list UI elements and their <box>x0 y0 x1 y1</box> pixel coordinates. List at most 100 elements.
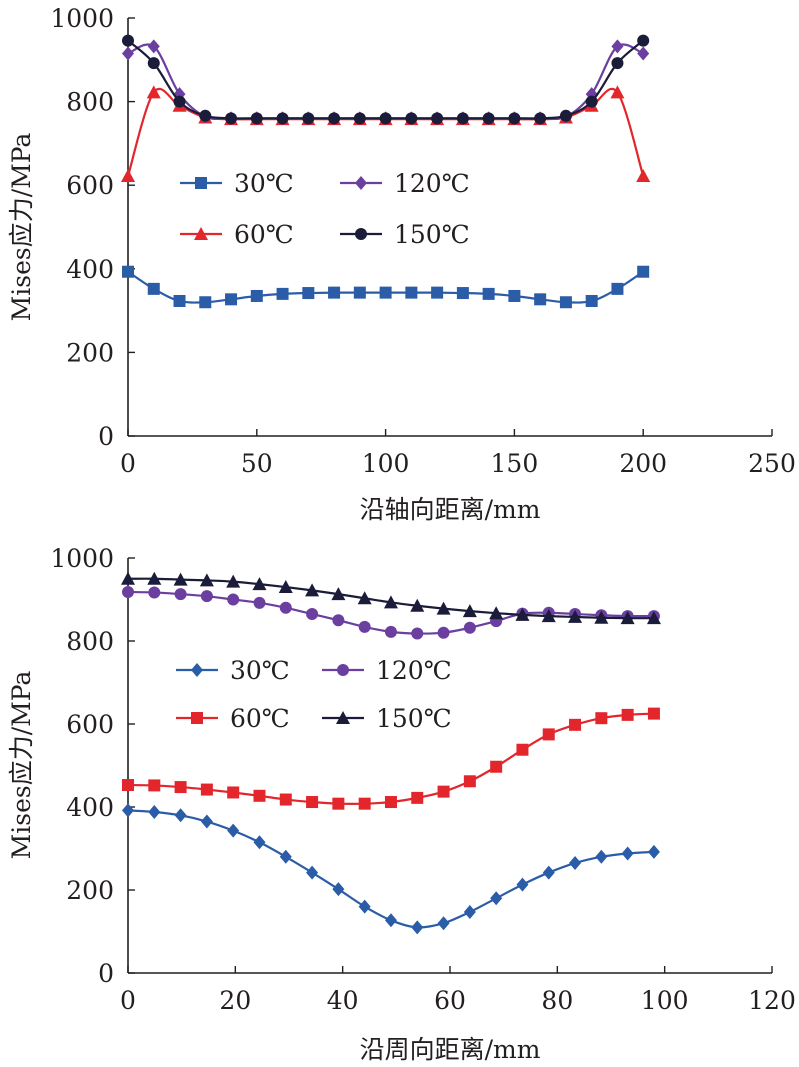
data-point <box>411 627 424 640</box>
y-tick-label: 400 <box>66 255 114 284</box>
data-point <box>302 112 315 125</box>
data-point <box>278 580 293 594</box>
data-point <box>621 708 634 721</box>
data-point <box>405 112 418 125</box>
data-point <box>227 786 240 799</box>
data-point <box>534 112 547 125</box>
data-point <box>410 598 425 612</box>
data-point <box>200 783 213 796</box>
data-point <box>199 573 214 587</box>
x-tick-label: 50 <box>241 449 273 478</box>
legend-label: 30℃ <box>234 169 294 198</box>
legend-marker <box>337 664 349 676</box>
series-1 <box>122 265 650 309</box>
y-tick-label: 1000 <box>50 544 114 573</box>
legend-marker <box>195 177 207 189</box>
data-point <box>332 797 345 810</box>
legend-label: 120℃ <box>376 656 452 685</box>
data-point <box>515 607 530 621</box>
data-point <box>379 286 392 299</box>
legend-item: 150℃ <box>340 220 470 249</box>
series-line <box>126 87 645 177</box>
data-point <box>636 169 651 183</box>
y-tick-label: 600 <box>66 710 114 739</box>
series-2 <box>121 85 651 183</box>
legend-label: 150℃ <box>394 220 470 249</box>
data-point <box>200 814 213 829</box>
data-point <box>437 626 450 639</box>
legend-label: 30℃ <box>230 656 290 685</box>
data-point <box>146 85 161 99</box>
data-point <box>405 286 418 299</box>
data-point <box>328 286 341 299</box>
data-point <box>508 289 521 302</box>
data-point <box>542 728 555 741</box>
data-point <box>276 287 289 300</box>
data-point <box>542 865 555 880</box>
x-tick-label: 100 <box>362 449 410 478</box>
data-point <box>174 588 187 601</box>
data-point <box>463 775 476 788</box>
data-point <box>331 587 346 601</box>
data-point <box>279 849 292 864</box>
data-point <box>482 112 495 125</box>
data-point <box>200 590 213 603</box>
data-point <box>569 718 582 731</box>
legend-item: 60℃ <box>180 220 294 249</box>
x-tick-label: 20 <box>219 986 251 1015</box>
legend-marker <box>355 176 367 190</box>
data-point <box>621 846 634 861</box>
data-point <box>516 743 529 756</box>
y-axis-label: Mises应力/MPa <box>7 133 36 322</box>
data-point <box>595 849 608 864</box>
data-point <box>250 289 263 302</box>
data-point <box>173 572 188 586</box>
x-tick-label: 0 <box>120 449 136 478</box>
data-point <box>482 287 495 300</box>
data-point <box>252 577 267 591</box>
y-tick-label: 400 <box>66 793 114 822</box>
data-point <box>306 796 319 809</box>
series-1 <box>122 803 660 935</box>
chart-2: 0 200 400 600 800 1000 0 20 40 60 80 100 120 沿周向距离/mm… <box>7 544 796 1064</box>
legend-item: 120℃ <box>322 656 452 685</box>
data-point <box>647 844 660 859</box>
data-point <box>490 760 503 773</box>
data-point <box>147 57 160 70</box>
data-point <box>431 112 444 125</box>
data-point <box>463 904 476 919</box>
data-point <box>456 287 469 300</box>
data-point <box>462 604 477 618</box>
data-point <box>173 95 186 108</box>
data-point <box>148 586 161 599</box>
data-point <box>431 286 444 299</box>
x-tick-label: 60 <box>434 986 466 1015</box>
data-point <box>594 610 609 624</box>
data-point <box>199 296 212 309</box>
legend-marker <box>355 228 367 240</box>
data-point <box>122 586 134 599</box>
x-tick-label: 40 <box>327 986 359 1015</box>
data-point <box>226 574 241 588</box>
data-point <box>306 865 319 880</box>
series-4 <box>122 34 650 125</box>
data-point <box>279 601 292 614</box>
data-point <box>122 265 134 278</box>
data-point <box>611 57 624 70</box>
data-point <box>559 109 572 122</box>
data-point <box>637 46 650 61</box>
data-point <box>147 282 160 295</box>
data-point <box>173 294 186 307</box>
data-point <box>122 46 134 61</box>
data-point <box>147 39 160 54</box>
data-point <box>559 296 572 309</box>
data-point <box>646 611 661 625</box>
data-point <box>384 796 397 809</box>
data-point <box>148 804 161 819</box>
x-axis-label: 沿轴向距离/mm <box>360 495 541 524</box>
series-4 <box>121 571 661 625</box>
data-point <box>148 779 161 792</box>
series-3 <box>122 586 660 640</box>
y-tick-label: 800 <box>66 88 114 117</box>
data-point <box>456 112 469 125</box>
